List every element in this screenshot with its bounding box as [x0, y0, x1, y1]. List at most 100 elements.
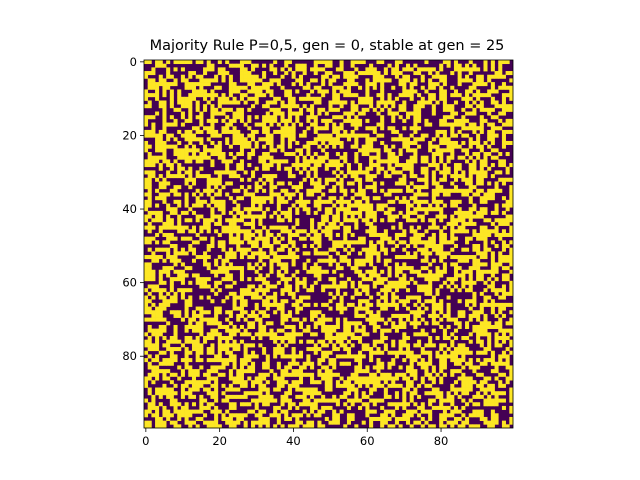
heatmap-cell [424, 420, 429, 425]
heatmap-cell [188, 336, 193, 341]
heatmap-cell [350, 60, 355, 65]
heatmap-cell [324, 166, 329, 171]
heatmap-cell [239, 266, 244, 271]
heatmap-cell [358, 291, 363, 296]
heatmap-cell [409, 218, 414, 223]
heatmap-cell [405, 166, 411, 171]
heatmap-cell [431, 93, 436, 98]
heatmap-cell [372, 266, 377, 271]
heatmap-cell [247, 365, 252, 370]
heatmap-cell [409, 67, 414, 72]
heatmap-cell [269, 232, 274, 237]
heatmap-cell [490, 229, 495, 234]
heatmap-cell [409, 82, 414, 87]
heatmap-cell [280, 262, 285, 267]
heatmap-cell [405, 89, 411, 94]
heatmap-cell [310, 229, 315, 234]
heatmap-cell [431, 258, 436, 263]
heatmap-cell [203, 199, 208, 204]
heatmap-cell [417, 339, 422, 344]
x-tick-label: 60 [360, 434, 375, 448]
heatmap-cell [431, 376, 436, 381]
heatmap-cell [280, 328, 285, 333]
heatmap-cell [291, 380, 296, 385]
heatmap-cell [269, 78, 274, 83]
heatmap-cell [251, 343, 256, 348]
heatmap-cell [435, 71, 440, 76]
heatmap-cell [335, 244, 340, 249]
heatmap-cell [380, 236, 385, 241]
heatmap-cell [380, 232, 385, 237]
heatmap-cell [310, 96, 315, 101]
heatmap-cell [254, 199, 259, 204]
heatmap-cell [505, 218, 510, 223]
heatmap-cell [424, 343, 429, 348]
heatmap-cell [225, 129, 230, 134]
heatmap-cell [210, 115, 215, 120]
heatmap-cell [439, 122, 444, 127]
heatmap-cell [413, 376, 418, 381]
heatmap-cell [380, 122, 385, 127]
heatmap-cell [177, 424, 182, 429]
heatmap-cell [276, 420, 281, 425]
heatmap-cell [457, 225, 462, 230]
heatmap-cell [151, 380, 156, 385]
heatmap-cell [332, 196, 337, 201]
heatmap-cell [409, 310, 414, 315]
heatmap-cell [236, 137, 241, 142]
heatmap-cell [239, 71, 244, 76]
heatmap-cell [265, 365, 270, 370]
heatmap-cell [394, 313, 399, 318]
heatmap-cell [214, 258, 219, 263]
heatmap-cell [210, 369, 215, 374]
heatmap-cell [191, 402, 197, 407]
heatmap-cell [335, 74, 340, 79]
heatmap-cell [206, 100, 211, 105]
heatmap-cell [210, 236, 215, 241]
heatmap-cell [321, 78, 326, 83]
heatmap-cell [428, 383, 433, 388]
heatmap-cell [417, 240, 422, 245]
heatmap-cell [317, 163, 322, 168]
heatmap-cell [177, 225, 182, 230]
heatmap-cell [498, 306, 503, 311]
heatmap-cell [276, 96, 281, 101]
heatmap-cell [424, 372, 429, 377]
heatmap-cell [457, 394, 462, 399]
heatmap-cell [457, 273, 462, 278]
heatmap-cell [398, 416, 403, 421]
heatmap-cell [472, 85, 477, 90]
heatmap-cell [236, 387, 241, 392]
heatmap-cell [339, 361, 344, 366]
heatmap-cell [472, 122, 477, 127]
heatmap-cell [166, 85, 171, 90]
heatmap-cell [184, 383, 189, 388]
heatmap-cell [472, 232, 477, 237]
heatmap-cell [479, 115, 484, 120]
heatmap-cell [457, 299, 462, 304]
heatmap-cell [254, 332, 259, 337]
heatmap-cell [372, 82, 377, 87]
heatmap-cell [295, 277, 300, 282]
heatmap-cell [487, 181, 492, 186]
heatmap-cell [236, 196, 241, 201]
heatmap-cell [173, 225, 178, 230]
heatmap-cell [232, 299, 237, 304]
heatmap-cell [310, 221, 315, 226]
heatmap-cell [453, 409, 458, 414]
heatmap-cell [269, 159, 274, 164]
heatmap-cell [361, 391, 366, 396]
heatmap-cell [273, 372, 278, 377]
heatmap-cell [177, 140, 182, 145]
heatmap-cell [494, 288, 499, 293]
heatmap-cell [387, 192, 392, 197]
heatmap-cell [265, 391, 270, 396]
heatmap-cell [265, 280, 270, 285]
heatmap-cell [457, 122, 462, 127]
heatmap-cell [199, 118, 204, 123]
heatmap-cell [346, 332, 351, 337]
heatmap-cell [505, 199, 510, 204]
heatmap-cell [313, 280, 318, 285]
heatmap-cell [413, 152, 418, 157]
heatmap-cell [453, 166, 458, 171]
